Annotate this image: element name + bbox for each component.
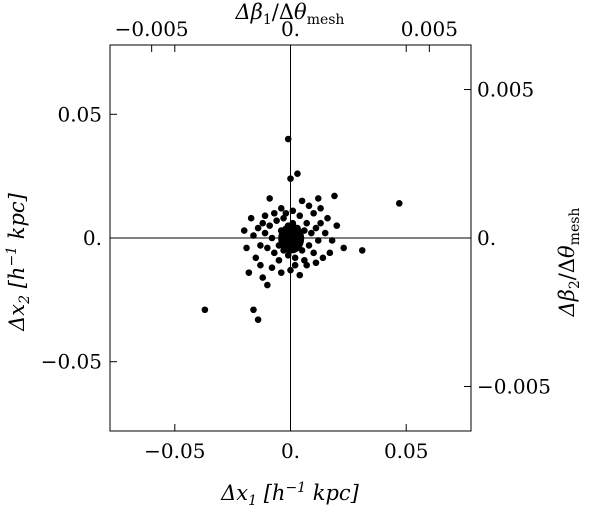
data-points: [201, 135, 403, 323]
data-point: [264, 244, 271, 252]
data-point: [284, 135, 292, 143]
data-point: [333, 222, 341, 229]
data-point: [314, 195, 322, 202]
data-point: [259, 219, 267, 227]
right-tick-label: −0.005: [477, 374, 551, 398]
data-point: [305, 202, 313, 210]
data-point: [305, 242, 313, 249]
data-point: [266, 195, 273, 202]
data-point: [264, 281, 271, 289]
right-axis-title: Δβ2/Δθmesh: [555, 208, 583, 318]
data-point: [240, 227, 248, 234]
data-point: [250, 232, 257, 239]
data-point: [314, 237, 322, 244]
data-point: [296, 212, 304, 220]
data-point: [294, 170, 301, 177]
data-point: [277, 205, 285, 212]
data-point: [257, 261, 264, 269]
data-point: [254, 316, 262, 323]
x-tick-label: −0.05: [144, 439, 205, 463]
data-point: [277, 269, 285, 276]
data-point: [296, 271, 304, 279]
data-point: [280, 214, 287, 222]
data-point: [284, 252, 292, 259]
data-point: [261, 229, 269, 237]
data-point: [358, 247, 366, 254]
top-tick-label: 0.005: [401, 17, 458, 41]
data-point: [257, 242, 264, 249]
axis-ticks: −0.05 0. 0.05 −0.05 0. 0.05 −0.005 0. 0.005 −0.00…: [41, 17, 551, 463]
x-tick-label: 0.: [281, 439, 300, 463]
data-point: [254, 224, 262, 232]
data-point: [252, 254, 260, 262]
data-point: [268, 234, 276, 242]
data-point: [301, 256, 308, 264]
data-point: [268, 264, 276, 271]
y-tick-label: 0.: [83, 226, 102, 250]
data-point: [291, 261, 299, 269]
data-point: [291, 254, 299, 262]
data-point: [289, 207, 297, 215]
data-point: [303, 261, 310, 269]
data-point: [303, 219, 310, 227]
y-tick-label: 0.05: [57, 102, 102, 126]
data-point: [317, 205, 324, 212]
data-point: [321, 229, 329, 237]
top-tick-label: 0.: [281, 17, 300, 41]
bottom-axis-title: Δx1 [h−1 kpc]: [220, 480, 360, 507]
data-point: [331, 192, 338, 200]
data-point: [287, 175, 294, 182]
x-tick-label: 0.05: [384, 439, 429, 463]
data-point: [243, 244, 250, 252]
data-point: [271, 209, 278, 217]
data-point: [317, 219, 324, 227]
data-point: [395, 200, 403, 207]
top-tick-label: −0.005: [115, 17, 189, 41]
right-tick-label: 0.005: [477, 78, 534, 102]
data-point: [298, 197, 306, 205]
data-point: [266, 222, 273, 229]
data-point: [271, 249, 278, 257]
right-tick-label: 0.: [477, 226, 496, 250]
data-point: [328, 237, 336, 244]
data-point: [201, 306, 209, 314]
data-point: [273, 217, 280, 224]
y-tick-label: −0.05: [41, 350, 102, 374]
data-point: [259, 274, 267, 281]
data-point: [282, 209, 290, 217]
data-point: [340, 244, 348, 252]
top-axis-title: Δβ1/Δθmesh: [235, 0, 345, 28]
data-point: [261, 212, 269, 220]
dense-point-cluster: [278, 223, 305, 254]
data-point: [312, 224, 320, 232]
data-point: [310, 249, 317, 257]
data-point: [245, 269, 253, 276]
data-point: [275, 256, 283, 264]
data-point: [324, 214, 331, 222]
data-point: [308, 229, 315, 237]
data-point: [312, 259, 320, 267]
data-point: [250, 306, 257, 314]
left-axis-title: Δx2 [h−1 kpc]: [4, 192, 33, 332]
data-point: [310, 209, 317, 217]
data-point: [326, 249, 334, 257]
data-point: [247, 214, 255, 222]
data-point: [319, 254, 327, 262]
data-point: [287, 266, 294, 274]
